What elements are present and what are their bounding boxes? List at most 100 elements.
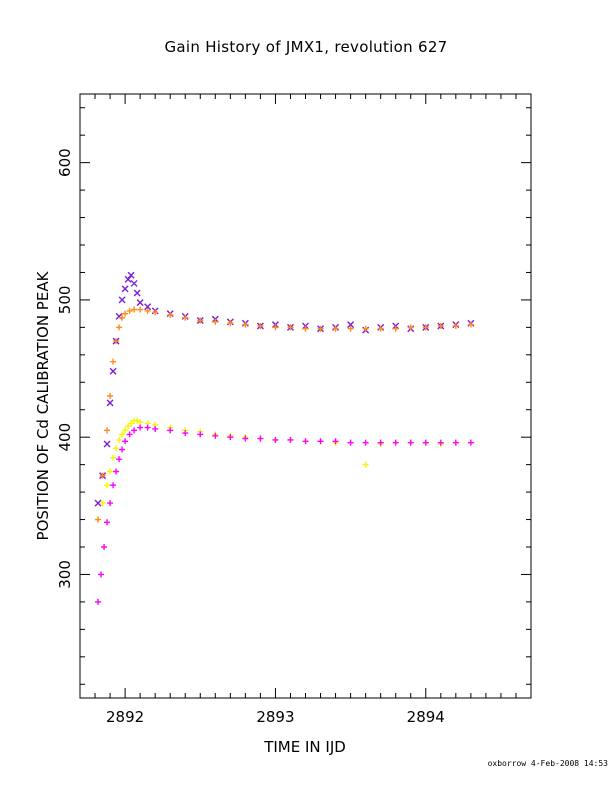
y-tick-label: 300 xyxy=(56,560,74,589)
data-point xyxy=(212,318,219,325)
x-tick-label: 2892 xyxy=(106,708,144,726)
data-point xyxy=(332,438,339,445)
data-point xyxy=(127,271,135,279)
data-point xyxy=(452,439,459,446)
data-point xyxy=(377,439,384,446)
data-point xyxy=(167,427,174,434)
data-point xyxy=(104,519,111,526)
data-point xyxy=(437,322,444,329)
data-point xyxy=(347,439,354,446)
data-series xyxy=(94,271,475,605)
series-3 xyxy=(95,424,474,605)
y-axis-label: POSITION OF Cd CALIBRATION PEAK xyxy=(34,270,52,540)
data-point xyxy=(98,571,105,578)
data-point xyxy=(124,275,132,283)
data-point xyxy=(347,325,354,332)
chart-title: Gain History of JMX1, revolution 627 xyxy=(164,38,447,56)
data-point xyxy=(119,431,126,438)
data-point xyxy=(131,427,138,434)
data-point xyxy=(257,322,264,329)
data-point xyxy=(392,439,399,446)
data-point xyxy=(113,445,120,452)
data-point xyxy=(257,435,264,442)
data-point xyxy=(272,324,279,331)
data-point xyxy=(362,439,369,446)
x-tick-label: 2894 xyxy=(407,708,445,726)
x-axis-label: TIME IN IJD xyxy=(263,738,346,756)
data-point xyxy=(242,321,249,328)
data-point xyxy=(122,310,129,317)
data-point xyxy=(377,325,384,332)
data-point xyxy=(110,358,117,365)
data-point xyxy=(106,399,114,407)
x-tick-label: 2893 xyxy=(256,708,294,726)
data-point xyxy=(110,482,117,489)
data-point xyxy=(467,439,474,446)
data-point xyxy=(392,325,399,332)
plot-frame xyxy=(79,93,532,699)
data-point xyxy=(128,420,135,427)
data-point xyxy=(95,598,102,605)
data-point xyxy=(126,431,133,438)
data-point xyxy=(107,468,114,475)
data-point xyxy=(144,307,151,314)
data-point xyxy=(94,499,102,507)
data-point xyxy=(452,322,459,329)
data-point xyxy=(101,544,108,550)
data-point xyxy=(110,454,117,461)
data-point xyxy=(197,317,204,324)
data-point xyxy=(133,289,141,297)
data-point xyxy=(467,321,474,328)
data-point xyxy=(242,435,249,442)
data-point xyxy=(362,461,369,468)
series-0 xyxy=(94,271,475,507)
data-point xyxy=(126,307,133,314)
data-point xyxy=(287,436,294,443)
data-point xyxy=(182,430,189,437)
y-tick-label: 400 xyxy=(56,423,74,452)
data-point xyxy=(125,423,132,430)
series-1 xyxy=(95,417,474,523)
data-point xyxy=(144,424,151,431)
data-point xyxy=(104,482,111,489)
data-point xyxy=(122,427,129,434)
data-point xyxy=(287,324,294,331)
data-point xyxy=(103,440,111,448)
data-point xyxy=(107,500,114,507)
y-tick-label: 600 xyxy=(56,148,74,177)
data-point xyxy=(302,438,309,445)
data-point xyxy=(137,306,144,313)
data-point xyxy=(272,436,279,443)
data-point xyxy=(302,325,309,332)
data-point xyxy=(182,314,189,321)
data-point xyxy=(137,424,144,431)
data-point xyxy=(152,425,159,432)
data-point xyxy=(317,325,324,332)
data-point xyxy=(118,296,126,304)
data-point xyxy=(113,468,120,475)
data-point xyxy=(136,299,144,307)
x-axis-ticks: 2892 2893 2894 xyxy=(79,94,532,726)
data-point xyxy=(362,325,369,332)
data-point xyxy=(422,324,429,331)
data-point xyxy=(122,438,129,445)
data-point xyxy=(116,324,123,331)
y-tick-label: 500 xyxy=(56,286,74,315)
data-point xyxy=(407,324,414,331)
y-axis-ticks: 300 400 500 600 xyxy=(56,107,531,685)
data-point xyxy=(437,439,444,446)
data-point xyxy=(317,438,324,445)
data-point xyxy=(152,309,159,316)
data-point xyxy=(116,456,123,463)
data-point xyxy=(113,338,120,345)
data-point xyxy=(115,312,123,320)
data-point xyxy=(121,285,129,293)
data-point xyxy=(119,446,126,453)
data-point xyxy=(134,417,141,424)
data-point xyxy=(116,436,123,443)
data-point xyxy=(131,306,138,313)
data-point xyxy=(227,320,234,327)
data-point xyxy=(347,321,355,329)
data-point xyxy=(130,279,138,287)
